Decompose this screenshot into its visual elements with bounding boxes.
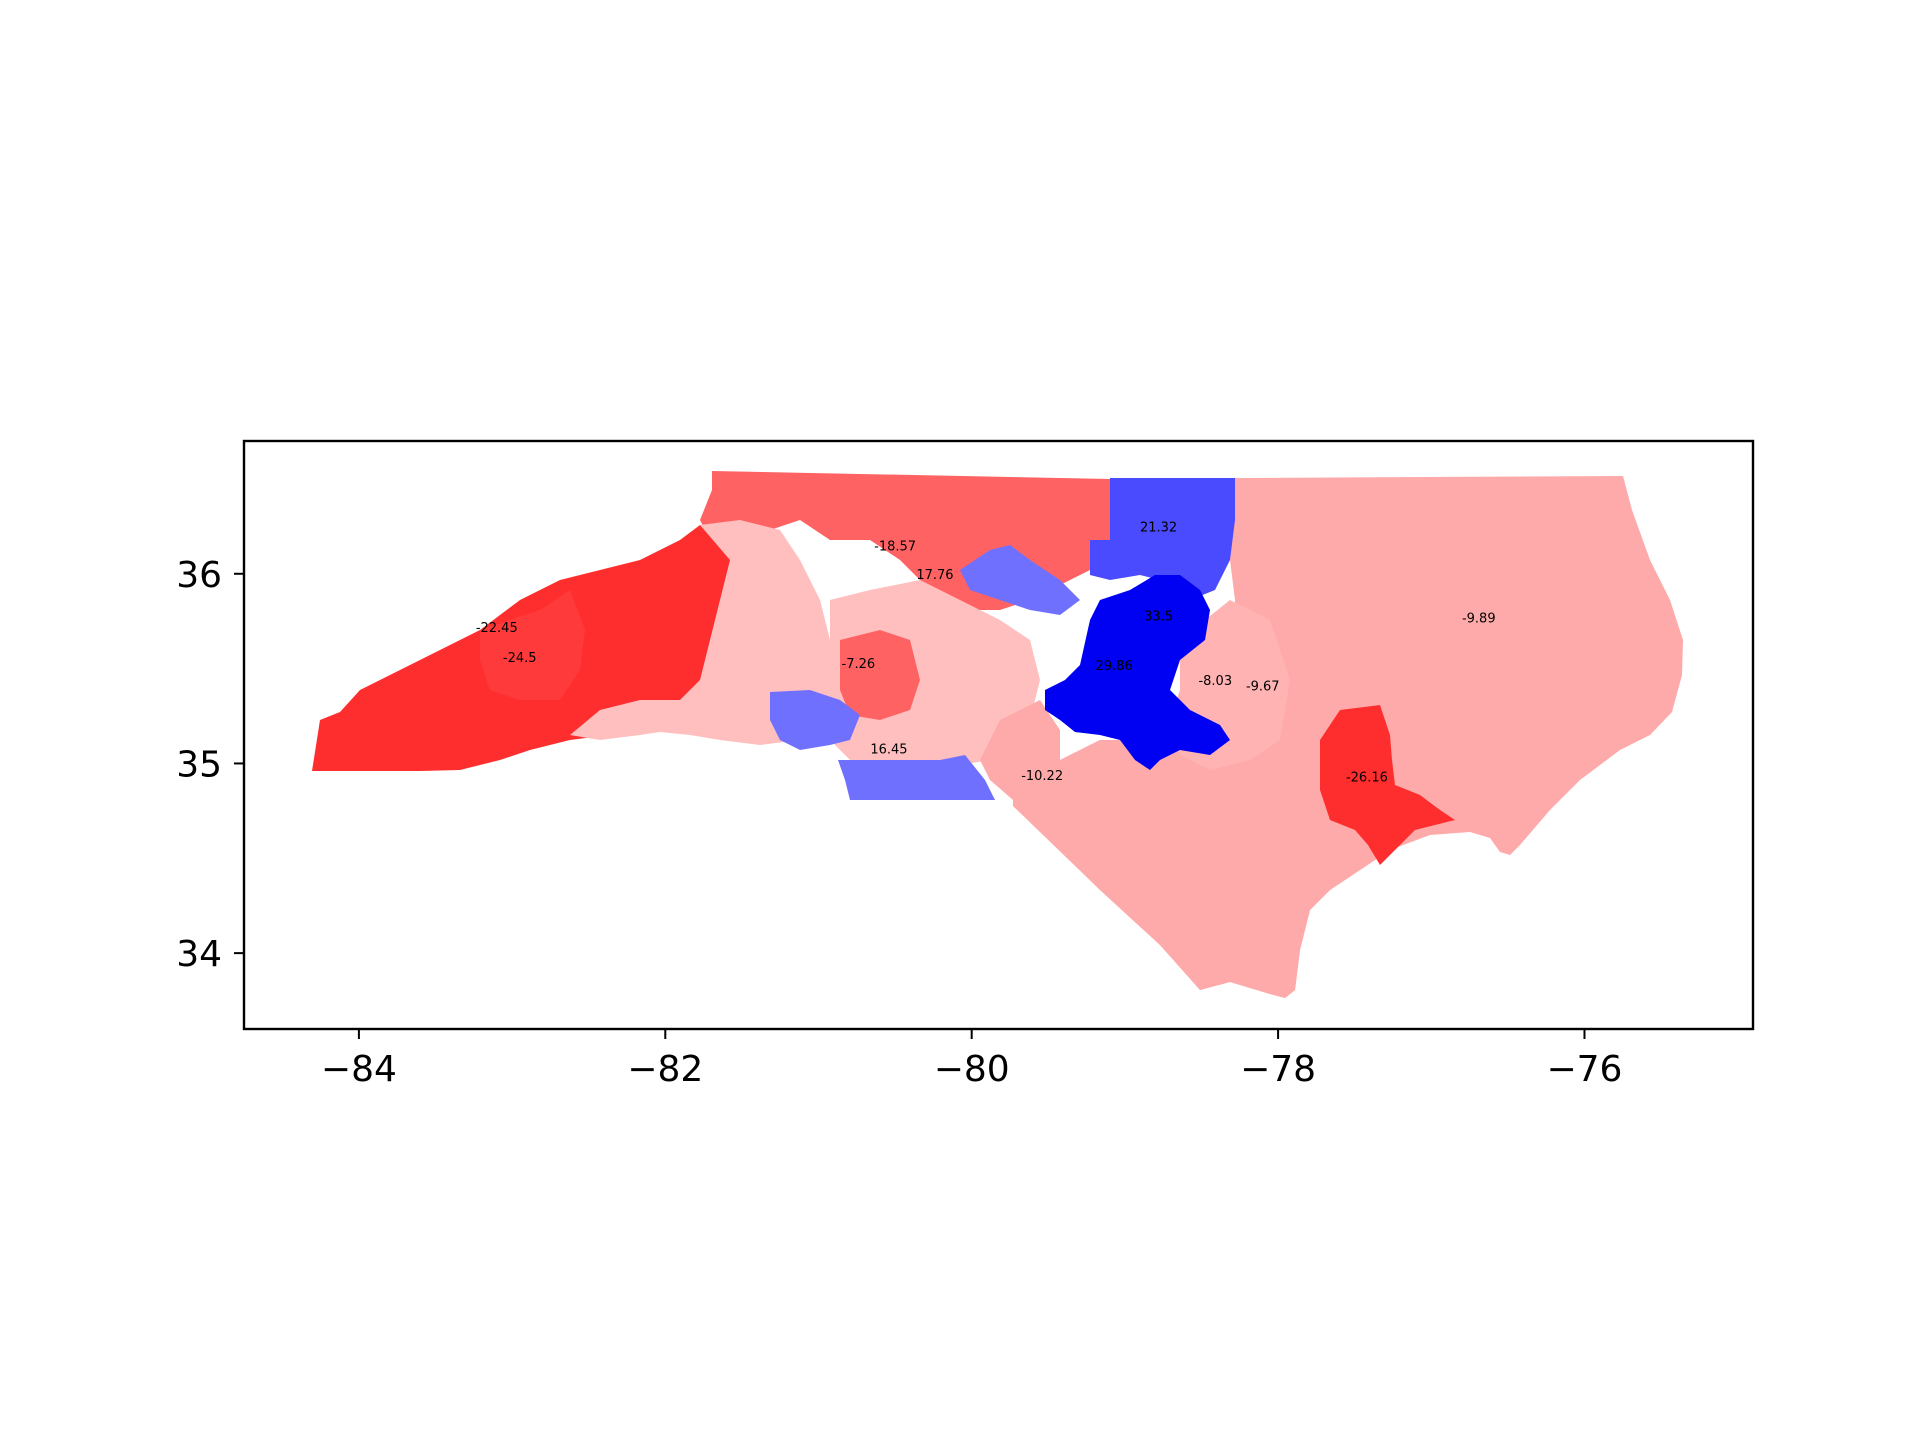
region-charlotte xyxy=(770,690,860,750)
district-margin-label: -24.5 xyxy=(503,651,537,666)
y-tick-label: 35 xyxy=(176,744,222,785)
x-tick-label: −76 xyxy=(1546,1049,1622,1090)
x-tick-label: −78 xyxy=(1240,1049,1316,1090)
region-southeast-red xyxy=(1320,705,1455,865)
district-margin-label: -8.03 xyxy=(1198,674,1232,689)
x-tick-label: −82 xyxy=(627,1049,703,1090)
region-piedmont-central xyxy=(820,580,1040,775)
district-margin-label: -9.89 xyxy=(1462,611,1496,626)
district-margin-label: 16.45 xyxy=(870,742,907,757)
region-durham xyxy=(1090,478,1235,600)
region-south-central xyxy=(1013,740,1390,998)
region-west-2 xyxy=(480,590,585,700)
x-tick-label: −80 xyxy=(934,1049,1010,1090)
district-margin-label: -18.57 xyxy=(874,539,916,554)
district-margin-label: 17.76 xyxy=(916,568,953,583)
axes-frame xyxy=(242,439,1755,1031)
district-margin-label: -26.16 xyxy=(1346,771,1388,786)
region-greensboro xyxy=(960,545,1080,615)
region-charlotte-south xyxy=(838,755,1000,800)
region-piedmont-center-red xyxy=(840,630,920,720)
district-margin-label: -10.22 xyxy=(1021,769,1063,784)
region-raleigh xyxy=(1045,575,1230,770)
district-margin-label: 33.5 xyxy=(1144,610,1173,625)
y-tick-label: 36 xyxy=(176,555,222,596)
map-regions xyxy=(312,471,1683,998)
district-margin-label: -7.26 xyxy=(842,657,876,672)
district-margin-label: -9.67 xyxy=(1246,680,1280,695)
region-piedmont-west xyxy=(570,520,830,745)
y-tick-label: 34 xyxy=(176,934,222,975)
district-margin-label: 21.32 xyxy=(1140,520,1177,535)
axis-ticks: −84 −82 −80 −78 −76 34 35 36 xyxy=(176,555,1622,1090)
district-margin-label: -22.45 xyxy=(476,621,518,636)
region-south-piedmont xyxy=(980,700,1060,800)
district-margin-label: 29.86 xyxy=(1096,659,1133,674)
x-tick-label: −84 xyxy=(321,1049,397,1090)
